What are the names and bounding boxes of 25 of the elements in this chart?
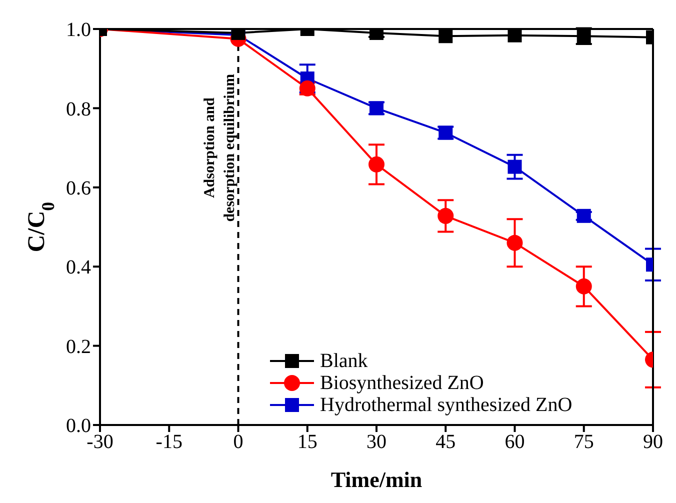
point [576,278,592,294]
x-axis-title: Time/min [330,467,422,492]
x-tick-label: 45 [436,431,456,454]
x-tick-label: 15 [297,431,318,454]
legend-label: Biosynthesized ZnO [320,372,484,394]
x-tick-label: -15 [156,431,182,454]
point [506,234,523,251]
point [508,29,522,42]
y-tick-label: 0.6 [66,178,91,200]
y-tick-label: 0.8 [66,98,91,120]
x-tick-label: 90 [643,431,663,454]
x-tick-label: 75 [574,431,594,454]
y-tick-label: 1.0 [66,19,91,42]
x-tick-label: 60 [504,431,525,454]
x-tick-label: 0 [233,431,244,454]
point [438,208,454,224]
point [438,29,453,44]
x-tick-label: 30 [366,431,386,454]
point [368,156,384,172]
ref-line-label: Adsorption and desorption equilibrium [202,73,238,222]
legend-label: Blank [320,350,368,372]
y-tick-label: 0.2 [66,336,91,358]
point [508,160,522,174]
y-tick-label: 0.4 [66,256,91,279]
legend-label: Hydrothermal synthesized ZnO [320,394,572,416]
